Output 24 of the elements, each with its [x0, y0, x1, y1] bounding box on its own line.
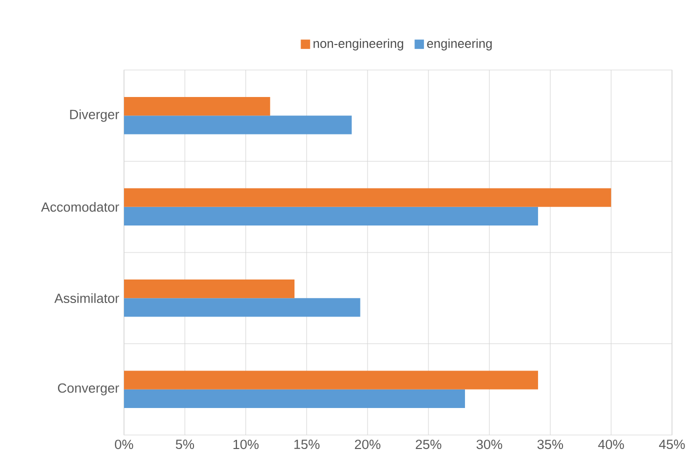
x-tick-label: 0% [114, 440, 134, 450]
x-tick-label: 35% [537, 440, 564, 450]
bar [124, 96, 270, 116]
x-tick-label: 10% [234, 440, 259, 450]
legend-label: engineering [427, 38, 492, 50]
y-tick-label: Accomodator [41, 202, 120, 212]
x-tick-label: 30% [476, 440, 502, 450]
bar [124, 298, 360, 317]
bar [124, 389, 465, 408]
bar [124, 116, 352, 134]
x-tick-label: 40% [598, 440, 624, 450]
bar [124, 370, 538, 390]
bar [124, 188, 612, 207]
y-tick-label: Assimilator [54, 293, 120, 303]
x-tick-label: 5% [176, 440, 194, 450]
x-tick-label: 45% [659, 440, 685, 450]
legend-label: non-engineering [314, 38, 404, 50]
x-tick-label: 15% [294, 440, 320, 450]
bar [124, 206, 538, 226]
bar [124, 279, 294, 298]
x-tick-label: 25% [416, 440, 442, 450]
y-tick-label: Converger [58, 383, 120, 396]
y-tick-label: Diverger [70, 109, 120, 122]
x-tick-label: 20% [354, 440, 380, 450]
